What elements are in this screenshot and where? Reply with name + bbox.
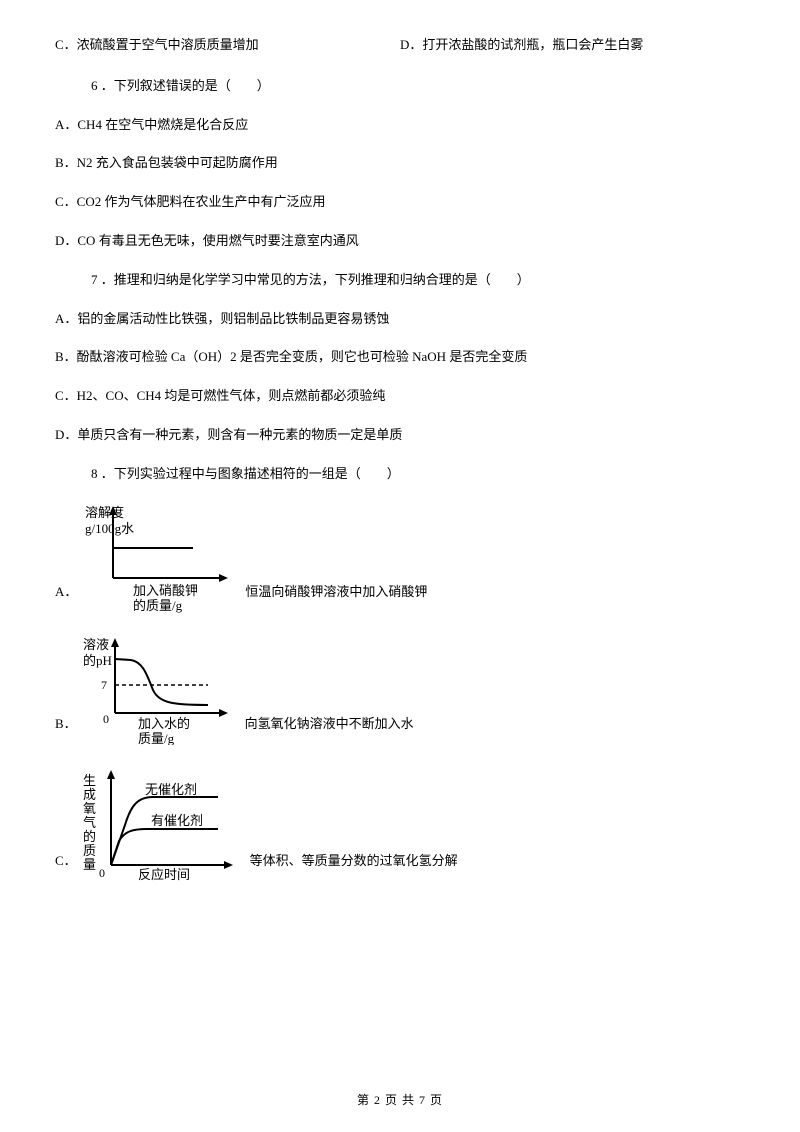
q5-options-cd: C．浓硫酸置于空气中溶质质量增加 D．打开浓盐酸的试剂瓶，瓶口会产生白雾 xyxy=(55,35,745,56)
chart-b-ylabel1: 溶液 xyxy=(83,637,109,652)
chart-a-xlabel2: 的质量/g xyxy=(133,598,183,613)
chart-b-ylabel2: 的pH xyxy=(83,653,112,668)
chart-b-zero: 0 xyxy=(103,712,109,726)
q8-opt-c-desc: 等体积、等质量分数的过氧化氢分解 xyxy=(250,851,458,872)
chart-a-xlabel1: 加入硝酸钾 xyxy=(133,583,198,598)
q7-opt-c: C．H2、CO、CH4 均是可燃性气体，则点燃前都必须验纯 xyxy=(55,386,745,407)
chart-b-seven: 7 xyxy=(101,678,107,692)
q5-opt-d: D．打开浓盐酸的试剂瓶，瓶口会产生白雾 xyxy=(400,35,745,56)
q6-opt-c: C．CO2 作为气体肥料在农业生产中有广泛应用 xyxy=(55,192,745,213)
chart-c-yv6: 质 xyxy=(83,843,96,858)
chart-c-label-no: 无催化剂 xyxy=(145,782,197,797)
q7-stem: 7 ．推理和归纳是化学学习中常见的方法，下列推理和归纳合理的是（ ） xyxy=(55,270,745,291)
chart-b-xlabel2: 质量/g xyxy=(138,731,175,745)
chart-c-yv3: 氧 xyxy=(83,801,96,816)
chart-c-zero: 0 xyxy=(99,866,105,880)
q6-stem: 6 ．下列叙述错误的是（ ） xyxy=(55,76,745,97)
q7-opt-b: B．酚酞溶液可检验 Ca（OH）2 是否完全变质，则它也可检验 NaOH 是否完… xyxy=(55,347,745,368)
chart-c-yv7: 量 xyxy=(83,857,96,872)
q8-opt-a-row: A． 溶解度 g/100g水 加入硝酸钾 的质量/g 恒温向硝酸钾溶液中加入硝酸… xyxy=(55,503,745,613)
chart-c-yv4: 气 xyxy=(83,815,96,830)
chart-c-yv5: 的 xyxy=(83,829,96,844)
q8-opt-c-row: C． 生 成 氧 气 的 质 量 0 无催化剂 有催化剂 反应时间 等体积、等 xyxy=(55,767,745,882)
q5-opt-c: C．浓硫酸置于空气中溶质质量增加 xyxy=(55,35,400,56)
chart-b-xlabel1: 加入水的 xyxy=(138,716,190,731)
chart-a-ylabel2: g/100g水 xyxy=(85,521,134,536)
chart-c-yv1: 生 xyxy=(83,773,96,788)
q8-opt-a-desc: 恒温向硝酸钾溶液中加入硝酸钾 xyxy=(245,582,427,603)
q8-stem: 8 ．下列实验过程中与图象描述相符的一组是（ ） xyxy=(55,464,745,485)
chart-a-ylabel1: 溶解度 xyxy=(85,505,124,520)
q7-opt-d: D．单质只含有一种元素，则含有一种元素的物质一定是单质 xyxy=(55,425,745,446)
q8-opt-b-desc: 向氢氧化钠溶液中不断加入水 xyxy=(245,714,414,735)
q8-opt-a-letter: A． xyxy=(55,582,77,603)
q8-opt-b-letter: B． xyxy=(55,714,77,735)
chart-c-label-yes: 有催化剂 xyxy=(151,813,203,828)
chart-b: 溶液 的pH 7 0 加入水的 质量/g xyxy=(83,635,233,745)
chart-c-xlabel: 反应时间 xyxy=(138,867,190,882)
q6-opt-d: D．CO 有毒且无色无味，使用燃气时要注意室内通风 xyxy=(55,231,745,252)
q7-opt-a: A．铝的金属活动性比铁强，则铝制品比铁制品更容易锈蚀 xyxy=(55,309,745,330)
q8-opt-b-row: B． 溶液 的pH 7 0 加入水的 质量/g 向氢氧化钠溶液中不断加入水 xyxy=(55,635,745,745)
q6-opt-b: B．N2 充入食品包装袋中可起防腐作用 xyxy=(55,153,745,174)
q6-opt-a: A．CH4 在空气中燃烧是化合反应 xyxy=(55,115,745,136)
q8-opt-c-letter: C． xyxy=(55,851,77,872)
chart-a: 溶解度 g/100g水 加入硝酸钾 的质量/g xyxy=(83,503,233,613)
chart-c-yv2: 成 xyxy=(83,787,96,802)
chart-c: 生 成 氧 气 的 质 量 0 无催化剂 有催化剂 反应时间 xyxy=(83,767,238,882)
page-footer: 第 2 页 共 7 页 xyxy=(0,1091,800,1110)
